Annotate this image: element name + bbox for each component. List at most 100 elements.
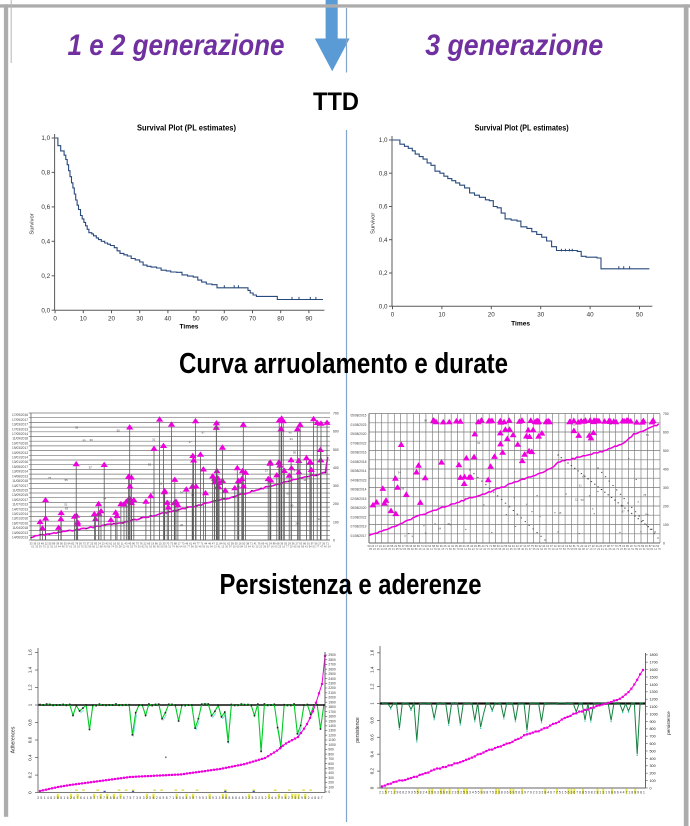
svg-text:9: 9 bbox=[481, 791, 483, 795]
svg-text:4: 4 bbox=[425, 791, 427, 795]
svg-text:13/09/2014: 13/09/2014 bbox=[12, 470, 28, 474]
svg-text:82: 82 bbox=[411, 547, 414, 551]
svg-text:Survivor: Survivor bbox=[30, 213, 36, 234]
svg-text:15: 15 bbox=[622, 544, 625, 548]
svg-text:0: 0 bbox=[663, 542, 665, 546]
svg-text:1: 1 bbox=[521, 791, 523, 795]
svg-text:49: 49 bbox=[193, 542, 196, 546]
svg-text:34: 34 bbox=[470, 544, 473, 548]
svg-text:7: 7 bbox=[556, 791, 558, 795]
svg-text:0.6: 0.6 bbox=[28, 736, 33, 743]
svg-text:42: 42 bbox=[483, 547, 486, 551]
svg-text:6: 6 bbox=[399, 791, 401, 795]
svg-text:51: 51 bbox=[573, 544, 576, 548]
svg-text:58: 58 bbox=[609, 422, 612, 426]
svg-text:50: 50 bbox=[193, 316, 201, 323]
svg-text:71: 71 bbox=[577, 544, 580, 548]
svg-text:89: 89 bbox=[407, 547, 410, 551]
svg-text:97: 97 bbox=[229, 545, 232, 549]
svg-text:77: 77 bbox=[187, 545, 190, 549]
svg-text:41: 41 bbox=[601, 547, 604, 551]
svg-text:27: 27 bbox=[296, 542, 299, 546]
svg-text:Survival Plot (PL estimates): Survival Plot (PL estimates) bbox=[475, 124, 569, 133]
svg-text:79: 79 bbox=[134, 545, 137, 549]
svg-text:200: 200 bbox=[650, 772, 656, 776]
svg-text:59: 59 bbox=[231, 542, 234, 546]
svg-text:3: 3 bbox=[255, 796, 257, 800]
svg-text:2800: 2800 bbox=[328, 658, 336, 662]
svg-text:41: 41 bbox=[254, 542, 257, 546]
svg-text:1600: 1600 bbox=[650, 668, 658, 672]
svg-text:26: 26 bbox=[388, 547, 391, 551]
svg-text:50: 50 bbox=[636, 312, 644, 319]
svg-text:86: 86 bbox=[176, 545, 179, 549]
svg-text:16: 16 bbox=[113, 542, 116, 546]
svg-text:98: 98 bbox=[607, 544, 610, 548]
svg-text:47: 47 bbox=[529, 547, 532, 551]
svg-text:12: 12 bbox=[96, 545, 99, 549]
svg-text:1,0: 1,0 bbox=[41, 135, 50, 142]
svg-text:63: 63 bbox=[65, 507, 69, 511]
svg-text:3: 3 bbox=[219, 796, 221, 800]
svg-text:1: 1 bbox=[87, 796, 89, 800]
svg-text:59: 59 bbox=[164, 545, 167, 549]
svg-text:0.6: 0.6 bbox=[370, 734, 375, 741]
svg-text:100: 100 bbox=[663, 523, 669, 527]
svg-text:36: 36 bbox=[502, 547, 505, 551]
svg-text:1.4: 1.4 bbox=[370, 666, 375, 673]
svg-text:8: 8 bbox=[446, 791, 448, 795]
svg-text:6: 6 bbox=[225, 796, 227, 800]
svg-text:8: 8 bbox=[486, 791, 488, 795]
svg-text:01/08/2023: 01/08/2023 bbox=[350, 423, 366, 427]
svg-text:73: 73 bbox=[615, 544, 618, 548]
svg-text:14/07/2013: 14/07/2013 bbox=[12, 507, 28, 511]
svg-text:8: 8 bbox=[57, 796, 59, 800]
svg-text:17: 17 bbox=[178, 542, 181, 546]
svg-text:5: 5 bbox=[130, 796, 132, 800]
svg-text:87: 87 bbox=[649, 544, 652, 548]
svg-text:90: 90 bbox=[83, 438, 87, 442]
svg-text:74: 74 bbox=[111, 545, 114, 549]
svg-text:84: 84 bbox=[240, 545, 243, 549]
svg-text:1000: 1000 bbox=[650, 712, 658, 716]
svg-text:74: 74 bbox=[421, 544, 424, 548]
svg-text:6: 6 bbox=[73, 796, 75, 800]
svg-text:48: 48 bbox=[62, 545, 65, 549]
svg-text:84: 84 bbox=[220, 542, 223, 546]
svg-text:74: 74 bbox=[634, 544, 637, 548]
svg-text:1200: 1200 bbox=[650, 698, 658, 702]
svg-text:2: 2 bbox=[541, 791, 543, 795]
svg-text:61: 61 bbox=[189, 542, 192, 546]
svg-text:14: 14 bbox=[464, 547, 467, 551]
svg-text:08/08/2014: 08/08/2014 bbox=[350, 488, 366, 492]
svg-text:92: 92 bbox=[117, 542, 120, 546]
svg-text:83: 83 bbox=[574, 547, 577, 551]
svg-text:2900: 2900 bbox=[328, 653, 336, 657]
svg-text:22: 22 bbox=[45, 542, 48, 546]
svg-text:61: 61 bbox=[579, 483, 582, 487]
svg-text:4: 4 bbox=[472, 791, 474, 795]
svg-text:Times: Times bbox=[180, 324, 199, 331]
svg-text:16: 16 bbox=[282, 545, 285, 549]
svg-text:91: 91 bbox=[428, 544, 431, 548]
svg-text:88: 88 bbox=[174, 542, 177, 546]
svg-text:60: 60 bbox=[92, 545, 95, 549]
svg-text:44: 44 bbox=[612, 547, 615, 551]
svg-text:11: 11 bbox=[159, 482, 162, 486]
svg-text:7: 7 bbox=[489, 791, 491, 795]
svg-text:23: 23 bbox=[597, 547, 600, 551]
svg-text:55: 55 bbox=[148, 463, 152, 467]
svg-text:3: 3 bbox=[245, 796, 247, 800]
svg-text:6: 6 bbox=[176, 796, 178, 800]
svg-text:3: 3 bbox=[189, 796, 191, 800]
svg-text:77: 77 bbox=[197, 542, 200, 546]
svg-text:29: 29 bbox=[288, 542, 291, 546]
svg-text:30: 30 bbox=[163, 542, 166, 546]
svg-text:8: 8 bbox=[235, 796, 237, 800]
svg-text:15: 15 bbox=[546, 544, 549, 548]
svg-text:7: 7 bbox=[527, 791, 529, 795]
svg-text:9: 9 bbox=[530, 791, 532, 795]
svg-text:05/08/2020: 05/08/2020 bbox=[350, 432, 366, 436]
svg-text:86: 86 bbox=[191, 545, 194, 549]
svg-text:15: 15 bbox=[221, 545, 224, 549]
